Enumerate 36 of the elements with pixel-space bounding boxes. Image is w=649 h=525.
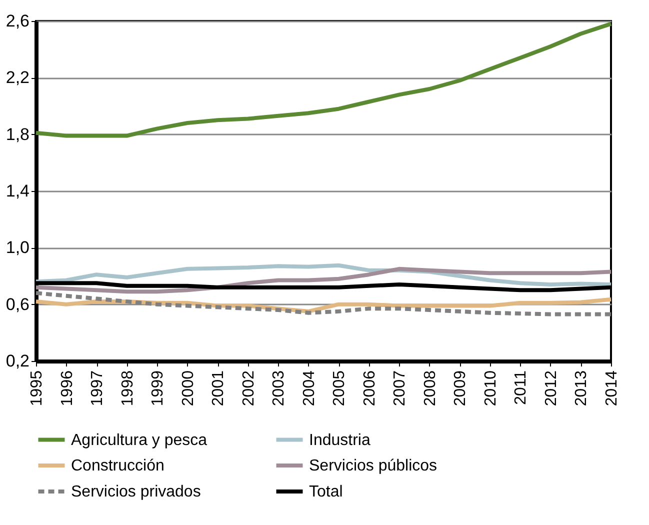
y-tick-label: 2,2 [6,68,30,88]
line-series [34,291,613,316]
x-tick-label: 2011 [512,370,530,405]
x-tick-label: 2013 [573,370,590,406]
y-tick-label: 1,4 [6,182,30,200]
legend-label: Construcción [71,458,164,474]
legend-label: Industria [309,432,370,449]
x-tick-label: 2004 [300,370,318,406]
x-tick-label: 1998 [119,370,136,406]
x-tick-label: 2014 [604,370,620,406]
x-tick-label: 2010 [482,370,500,406]
x-tick-label: 2002 [240,370,258,406]
legend-label: Servicios privados [71,484,201,500]
x-tick-label: 2007 [392,370,409,406]
x-tick-label: 1997 [89,370,106,406]
x-tick-label: 1999 [150,370,167,406]
x-tick-label: 1996 [58,370,76,406]
x-tick-label: 2001 [210,370,228,406]
x-tick-label: 2009 [452,370,470,406]
y-tick-label: 0,2 [6,352,30,370]
legend-label: Total [309,484,343,500]
x-tick-label: 2003 [270,370,288,406]
x-tick-label: 2006 [361,370,378,406]
y-tick-label: 0,6 [6,294,30,314]
y-tick-label: 1,0 [6,238,30,258]
x-tick-label: 2005 [331,370,348,406]
x-tick-label: 2012 [542,370,560,406]
y-tick-label: 2,6 [6,12,30,30]
y-tick-label: 1,8 [6,124,30,144]
legend-label: Agricultura y pesca [71,432,208,449]
x-tick-label: 1995 [28,370,46,406]
line-series [34,266,613,294]
x-tick-label: 2008 [422,370,439,406]
legend-label: Servicios públicos [309,458,438,474]
line-series [34,22,613,138]
x-tick-label: 2000 [180,370,197,406]
